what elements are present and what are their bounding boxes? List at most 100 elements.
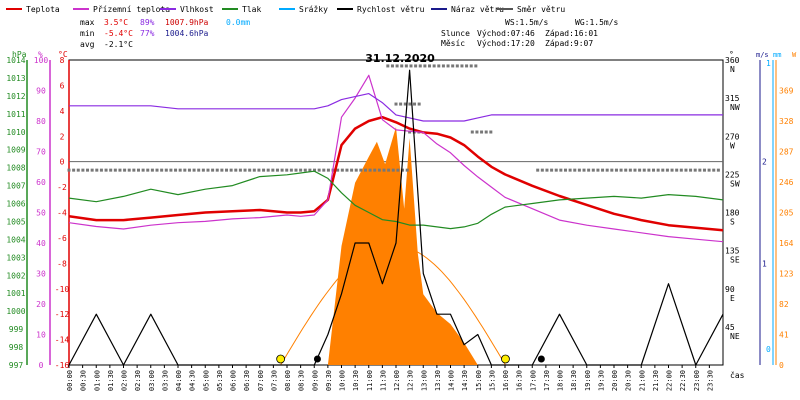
legend-item: Vlhkost	[160, 5, 214, 14]
wind-direction-mark	[480, 130, 484, 134]
wind-direction-mark	[160, 168, 164, 172]
wind-direction-mark	[390, 64, 394, 68]
tick-label: 1005	[6, 217, 25, 226]
time-tick-label: 08:00	[284, 370, 292, 391]
wind-direction-mark	[596, 168, 600, 172]
wind-direction-mark	[712, 168, 716, 172]
tick-label: 80	[36, 117, 46, 126]
time-tick-label: 10:30	[352, 370, 360, 391]
wind-direction-mark	[359, 168, 363, 172]
time-tick-label: 04:30	[189, 370, 197, 391]
time-tick-label: 13:00	[420, 370, 428, 391]
wm2-tick: 205	[779, 209, 794, 218]
tick-label: 998	[9, 343, 24, 352]
humidity-line	[69, 93, 723, 122]
wind-direction-mark	[642, 168, 646, 172]
time-tick-label: 14:00	[448, 370, 456, 391]
wind-direction-mark	[229, 168, 233, 172]
time-tick-label: 21:00	[638, 370, 646, 391]
wind-direction-mark	[679, 168, 683, 172]
wind-direction-mark	[303, 168, 307, 172]
time-tick-label: 15:00	[475, 370, 483, 391]
min-pressure: 1004.6hPa	[165, 29, 209, 38]
direction-tick: 45	[725, 323, 735, 332]
wind-direction-mark	[206, 168, 210, 172]
tick-label: 1000	[6, 307, 25, 316]
legend-label: Rychlost větru	[357, 5, 425, 14]
wm2-tick: 369	[779, 87, 794, 96]
legend-item: Srážky	[279, 5, 328, 14]
sun-marker	[501, 354, 510, 364]
wind-direction-mark	[183, 168, 187, 172]
wind-direction-mark	[169, 168, 173, 172]
mm-unit: mm	[773, 51, 781, 59]
tick-label: -2	[57, 183, 67, 192]
tick-label: 70	[36, 148, 46, 157]
wind-direction-mark	[474, 64, 478, 68]
direction-name: NE	[730, 332, 740, 341]
time-tick-label: 05:00	[202, 370, 210, 391]
sun-marker	[276, 354, 286, 364]
wind-direction-mark	[437, 64, 441, 68]
tick-label: 30	[36, 270, 46, 279]
wind-direction-mark	[127, 168, 131, 172]
time-tick-label: 22:00	[666, 370, 674, 391]
time-tick-label: 21:30	[652, 370, 660, 391]
time-tick-label: 23:00	[693, 370, 701, 391]
wind-direction-mark	[614, 168, 618, 172]
wind-direction-mark	[628, 168, 632, 172]
time-tick-label: 07:30	[270, 370, 278, 391]
wind-direction-mark	[414, 64, 418, 68]
time-tick-label: 07:00	[257, 370, 265, 391]
wind-direction-mark	[591, 168, 595, 172]
tick-label: 10	[36, 331, 46, 340]
wind-direction-mark	[465, 64, 469, 68]
min-label: min	[80, 29, 95, 38]
time-tick-label: 05:30	[216, 370, 224, 391]
tick-label: -12	[55, 310, 70, 319]
direction-name: W	[730, 141, 735, 150]
wind-direction-mark	[373, 168, 377, 172]
wind-direction-mark	[294, 168, 298, 172]
wm2-tick: 246	[779, 178, 794, 187]
tick-label: -10	[55, 285, 70, 294]
wind-direction-mark	[417, 102, 421, 106]
legend-label: Náraz větru	[451, 5, 504, 14]
wind-direction-mark	[262, 168, 266, 172]
wind-direction-mark	[197, 168, 201, 172]
hpa-unit: hPa	[12, 50, 27, 59]
wind-direction-mark	[693, 168, 697, 172]
tick-label: -4	[57, 209, 67, 218]
time-tick-label: 02:30	[134, 370, 142, 391]
time-tick-label: 11:30	[379, 370, 387, 391]
tick-label: -6	[57, 234, 67, 243]
tick-label: 1004	[6, 235, 25, 244]
tick-label: 1012	[6, 92, 25, 101]
wind-direction-mark	[266, 168, 270, 172]
wm2-tick: 0	[779, 361, 784, 370]
wind-direction-mark	[432, 64, 436, 68]
wind-speed-line	[68, 69, 724, 366]
wm2-tick: 328	[779, 117, 794, 126]
wind-direction-mark	[326, 168, 330, 172]
wind-direction-mark	[647, 168, 651, 172]
tick-label: 4	[60, 107, 65, 116]
legend-item: Tlak	[222, 5, 261, 14]
tick-label: 2	[60, 132, 65, 141]
wind-gust-stat: WG:1.5m/s	[575, 18, 619, 27]
wind-direction-mark	[405, 168, 409, 172]
wm2-tick: 123	[779, 270, 794, 279]
wind-direction-mark	[689, 168, 693, 172]
wind-direction-mark	[423, 64, 427, 68]
wind-direction-mark	[408, 130, 412, 134]
wm2-tick: 41	[779, 331, 789, 340]
moon-marker	[537, 355, 545, 363]
time-tick-label: 16:30	[516, 370, 524, 391]
wind-direction-mark	[192, 168, 196, 172]
tick-label: 100	[34, 56, 49, 65]
wind-direction-mark	[396, 168, 400, 172]
stats-block: max 3.5°C 89% 1007.9hPa 0.0mm min -5.4°C…	[80, 18, 619, 49]
min-temp: -5.4°C	[104, 29, 133, 38]
wind-direction-mark	[280, 168, 284, 172]
